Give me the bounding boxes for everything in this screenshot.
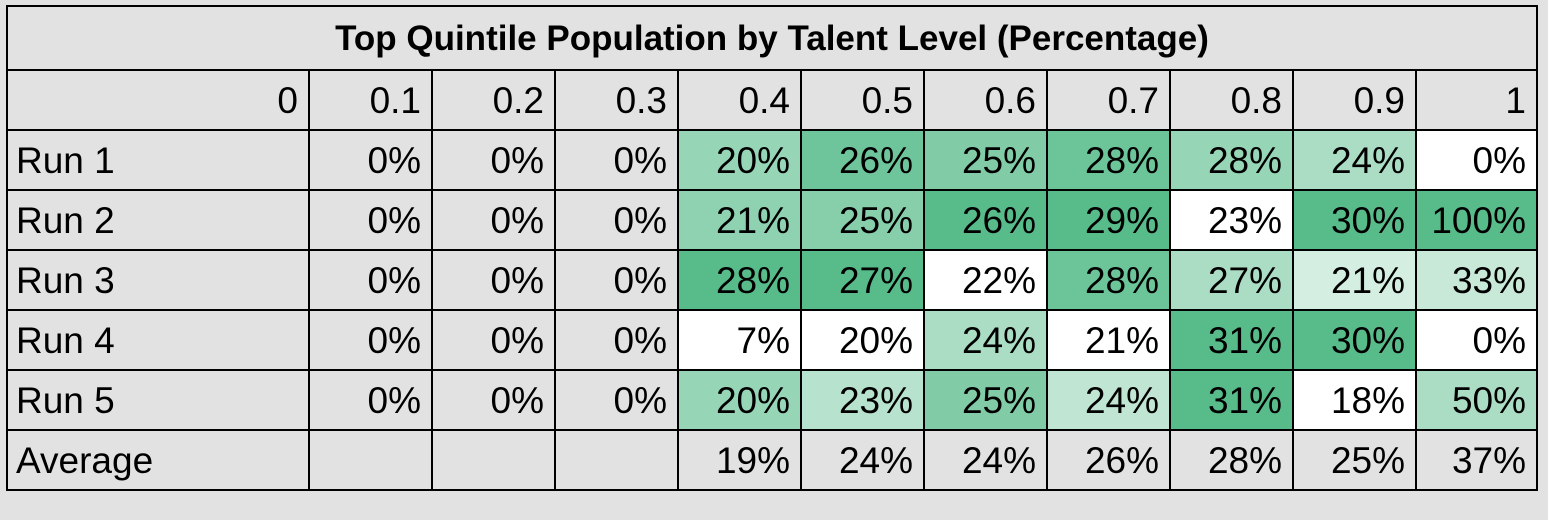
heatmap-cell: 28%: [1046, 249, 1171, 311]
column-header-cell: 0.2: [431, 69, 556, 131]
heatmap-cell: 0%: [554, 309, 679, 371]
heatmap-cell: 0%: [431, 129, 556, 191]
heatmap-cell: 28%: [1169, 429, 1294, 491]
heatmap-cell: [431, 429, 556, 491]
heatmap-cell: 28%: [1046, 129, 1171, 191]
column-header-cell: 0.3: [554, 69, 679, 131]
table-row: Run 4 0% 0% 0% 7% 20% 24% 21% 31% 30% 0%: [6, 309, 1538, 371]
heatmap-cell: 31%: [1169, 309, 1294, 371]
heatmap-cell: 29%: [1046, 189, 1171, 251]
heatmap-cell: 0%: [554, 189, 679, 251]
heatmap-cell: 0%: [431, 249, 556, 311]
heatmap-cell: 25%: [1292, 429, 1417, 491]
column-header-cell: 0.9: [1292, 69, 1417, 131]
row-label: Run 2: [6, 189, 310, 251]
table-row: Run 5 0% 0% 0% 20% 23% 25% 24% 31% 18% 50%: [6, 369, 1538, 431]
chart-title: Top Quintile Population by Talent Level …: [6, 5, 1538, 71]
column-header-cell: 0.6: [923, 69, 1048, 131]
heatmap-cell: 19%: [677, 429, 802, 491]
heatmap-cell: 0%: [1415, 309, 1538, 371]
table-row: Run 2 0% 0% 0% 21% 25% 26% 29% 23% 30% 100%: [6, 189, 1538, 251]
heatmap-cell: 33%: [1415, 249, 1538, 311]
heatmap-cell: 37%: [1415, 429, 1538, 491]
column-header-row: 0 0.1 0.2 0.3 0.4 0.5 0.6 0.7 0.8 0.9 1: [6, 69, 1538, 131]
table-row: Average 19% 24% 24% 26% 28% 25% 37%: [6, 429, 1538, 491]
table-row: Run 1 0% 0% 0% 20% 26% 25% 28% 28% 24% 0%: [6, 129, 1538, 191]
heatmap-cell: 24%: [923, 309, 1048, 371]
heatmap-cell: 26%: [800, 129, 925, 191]
heatmap-cell: 0%: [308, 309, 433, 371]
column-header-cell: 0.4: [677, 69, 802, 131]
heatmap-cell: 0%: [308, 189, 433, 251]
heatmap-cell: 30%: [1292, 309, 1417, 371]
heatmap-cell: 25%: [923, 369, 1048, 431]
heatmap-cell: 24%: [1046, 369, 1171, 431]
heatmap-cell: 0%: [308, 249, 433, 311]
heatmap-cell: 28%: [1169, 129, 1294, 191]
row-label: Run 4: [6, 309, 310, 371]
heatmap-cell: 20%: [800, 309, 925, 371]
heatmap-cell: 30%: [1292, 189, 1417, 251]
heatmap-cell: 18%: [1292, 369, 1417, 431]
heatmap-cell: 21%: [677, 189, 802, 251]
heatmap-cell: 20%: [677, 129, 802, 191]
heatmap-cell: 23%: [800, 369, 925, 431]
heatmap-cell: 24%: [923, 429, 1048, 491]
heatmap-cell: 7%: [677, 309, 802, 371]
heatmap-cell: 0%: [1415, 129, 1538, 191]
heatmap-cell: 22%: [923, 249, 1048, 311]
heatmap-cell: 0%: [431, 189, 556, 251]
heatmap-cell: 0%: [431, 369, 556, 431]
column-header-cell: 1: [1415, 69, 1538, 131]
heatmap-cell: 0%: [554, 129, 679, 191]
table-row: Run 3 0% 0% 0% 28% 27% 22% 28% 27% 21% 33%: [6, 249, 1538, 311]
heatmap-cell: [308, 429, 433, 491]
heatmap-cell: 26%: [1046, 429, 1171, 491]
heatmap-cell: 24%: [1292, 129, 1417, 191]
heatmap-cell: 31%: [1169, 369, 1294, 431]
heatmap-cell: 50%: [1415, 369, 1538, 431]
heatmap-cell: 20%: [677, 369, 802, 431]
heatmap-cell: 0%: [554, 369, 679, 431]
heatmap-cell: 23%: [1169, 189, 1294, 251]
heatmap-cell: 21%: [1292, 249, 1417, 311]
heatmap-cell: 0%: [308, 369, 433, 431]
heatmap-cell: 100%: [1415, 189, 1538, 251]
heatmap-table: Top Quintile Population by Talent Level …: [6, 5, 1538, 491]
column-header-cell: 0.8: [1169, 69, 1294, 131]
heatmap-cell: 27%: [1169, 249, 1294, 311]
heatmap-cell: 25%: [923, 129, 1048, 191]
column-header-cell: 0.7: [1046, 69, 1171, 131]
heatmap-cell: 24%: [800, 429, 925, 491]
heatmap-cell: [554, 429, 679, 491]
column-header-cell: 0.5: [800, 69, 925, 131]
heatmap-cell: 25%: [800, 189, 925, 251]
row-label: Average: [6, 429, 310, 491]
heatmap-cell: 0%: [308, 129, 433, 191]
column-header-cell: 0.1: [308, 69, 433, 131]
heatmap-cell: 21%: [1046, 309, 1171, 371]
row-label: Run 3: [6, 249, 310, 311]
column-header-cell: 0: [6, 69, 310, 131]
heatmap-cell: 0%: [554, 249, 679, 311]
heatmap-cell: 27%: [800, 249, 925, 311]
heatmap-cell: 28%: [677, 249, 802, 311]
row-label: Run 5: [6, 369, 310, 431]
row-label: Run 1: [6, 129, 310, 191]
heatmap-cell: 0%: [431, 309, 556, 371]
heatmap-cell: 26%: [923, 189, 1048, 251]
